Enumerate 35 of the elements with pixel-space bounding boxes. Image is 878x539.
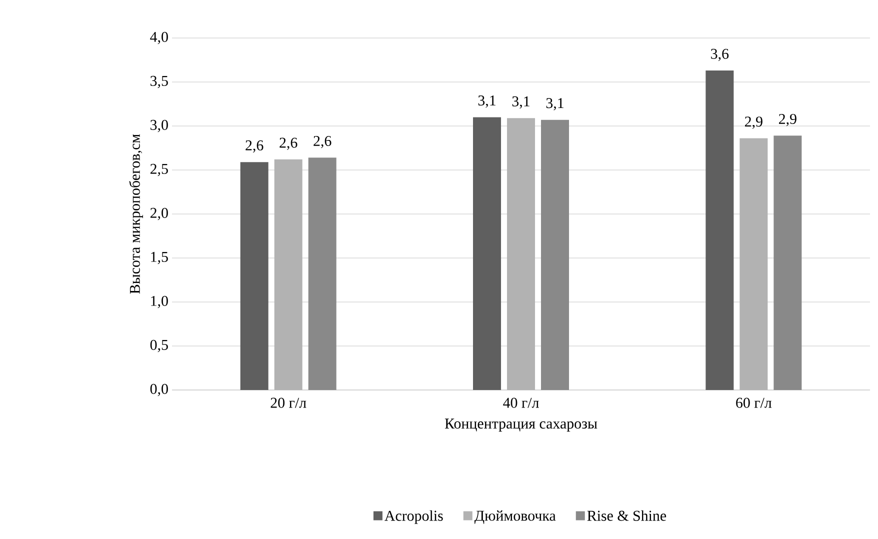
legend-label: Rise & Shine bbox=[587, 510, 666, 521]
data-label: 2,9 bbox=[744, 116, 762, 129]
y-tick-label: 2,5 bbox=[150, 164, 168, 176]
y-tick-label: 2,0 bbox=[150, 208, 168, 220]
bar bbox=[274, 159, 302, 390]
bar bbox=[308, 158, 336, 390]
y-tick-label: 3,5 bbox=[150, 76, 168, 88]
data-label: 2,6 bbox=[280, 138, 298, 150]
legend-label: Дюймовочка bbox=[474, 510, 556, 524]
bar bbox=[240, 162, 268, 390]
y-tick-label: 4,0 bbox=[150, 32, 168, 44]
bar bbox=[541, 120, 570, 390]
y-tick-label: 1,5 bbox=[151, 252, 168, 264]
bar bbox=[507, 118, 536, 390]
y-tick-label: 3,0 bbox=[150, 120, 168, 132]
data-label: 2,9 bbox=[778, 114, 796, 126]
data-label: 3,6 bbox=[711, 48, 729, 62]
legend-label: Acropolis bbox=[384, 510, 443, 524]
x-tick-label: 60 г/л bbox=[736, 398, 772, 408]
y-tick-label: 0,5 bbox=[150, 340, 168, 352]
data-label: 3,1 bbox=[512, 96, 530, 109]
data-label: 2,6 bbox=[314, 136, 332, 148]
bar bbox=[706, 70, 734, 390]
x-axis-title: Концентрация сахарозы bbox=[444, 418, 598, 432]
data-label: 2,6 bbox=[246, 140, 264, 153]
x-tick-label: 20 г/л bbox=[270, 398, 306, 408]
bar bbox=[473, 117, 502, 390]
y-tick-label: 0,0 bbox=[150, 384, 168, 396]
data-label: 3,1 bbox=[478, 95, 496, 108]
bar bbox=[740, 138, 768, 390]
y-tick-label: 1,0 bbox=[151, 296, 168, 308]
data-label: 3,1 bbox=[546, 98, 564, 110]
bar bbox=[774, 136, 802, 390]
x-tick-label: 40 г/л bbox=[503, 398, 539, 408]
y-axis-title: Высота микропобегов,см bbox=[129, 134, 143, 294]
